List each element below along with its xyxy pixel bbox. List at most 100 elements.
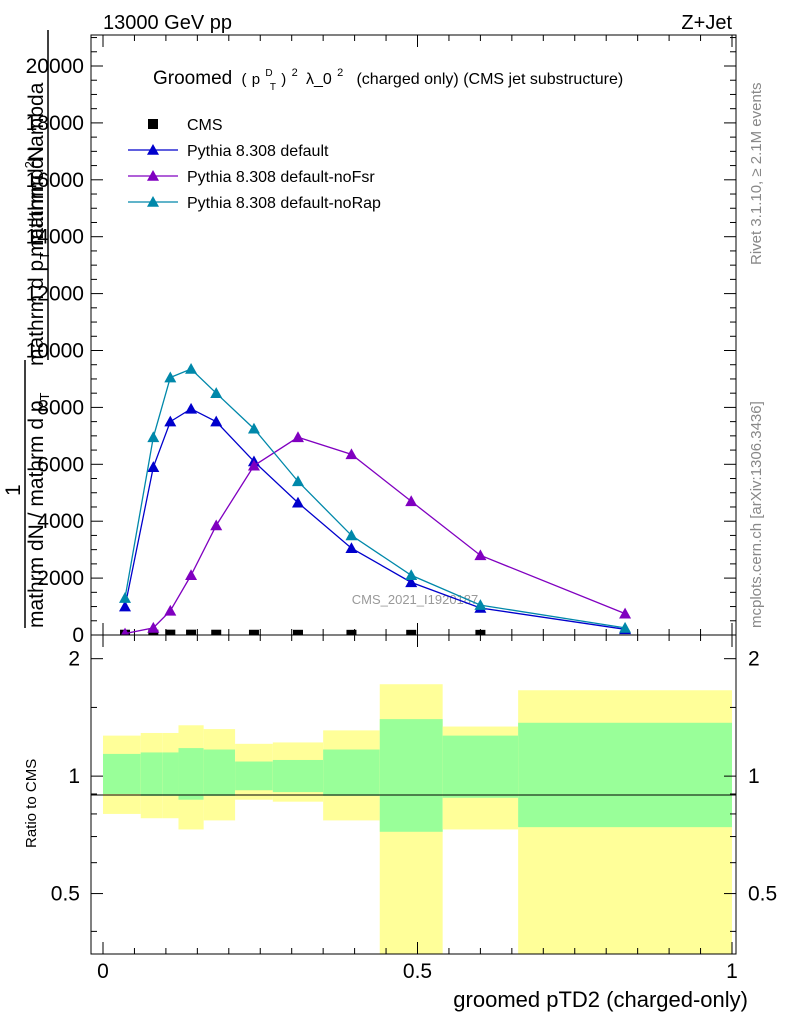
- legend-marker-noFsr: [147, 170, 159, 181]
- ratio-y-label: Ratio to CMS: [23, 759, 40, 848]
- marker-noFsr: [619, 607, 632, 619]
- legend-label-cms: CMS: [187, 117, 223, 134]
- band-inner: [235, 761, 273, 791]
- legend-label-noFsr: Pythia 8.308 default-noFsr: [187, 169, 375, 186]
- band-inner: [442, 735, 519, 798]
- ratio-panel: 0.5 0.51 12 2 0 0.5 1 Ratio to CMS groomed pT…: [23, 634, 777, 1012]
- band-inner: [162, 752, 179, 796]
- band-inner: [178, 748, 204, 800]
- marker-noFsr: [164, 604, 177, 616]
- marker-noRap: [119, 592, 132, 603]
- marker-noFsr: [147, 621, 160, 633]
- ratio-frame: [90, 634, 737, 955]
- marker-noFsr: [120, 627, 130, 635]
- band-inner: [203, 749, 236, 796]
- y-tick-label: 2000: [37, 567, 84, 590]
- marker-default: [119, 600, 132, 612]
- y-tick-label: 20000: [26, 55, 84, 78]
- title-sq2: 2: [337, 67, 343, 79]
- marker-cms: [346, 629, 357, 635]
- band-inner: [518, 722, 732, 828]
- marker-default: [164, 415, 177, 427]
- ylabel-line1: mathrm d2N: [22, 146, 48, 257]
- chart-title: Groomed ( p D T ) 2 λ_0 2 (charged only)…: [153, 60, 623, 95]
- title-sq: 2: [292, 67, 298, 79]
- y-tick-label: 14000: [26, 226, 84, 249]
- marker-noRap: [210, 387, 223, 398]
- band-inner: [323, 749, 380, 796]
- ratio-y-tick-label: 2: [68, 648, 80, 671]
- ylabel-line4: mathrm dN / mathrm d pT: [25, 392, 52, 628]
- marker-default: [210, 415, 223, 427]
- marker-noRap: [345, 529, 358, 541]
- x-tick-label: 0.5: [403, 960, 432, 983]
- title-paren-open: (: [241, 71, 246, 88]
- marker-noFsr: [210, 519, 223, 531]
- marker-noRap: [147, 431, 160, 443]
- y-tick-label: 6000: [37, 453, 84, 476]
- title-rest: λ_0: [306, 71, 332, 88]
- ratio-x-axis: 0 0.5 1: [97, 635, 738, 983]
- band-inner: [379, 719, 443, 832]
- legend-label-noRap: Pythia 8.308 default-noRap: [187, 195, 381, 212]
- legend-marker-noRap: [147, 196, 159, 207]
- title-sub-t: T: [270, 82, 276, 93]
- y-tick-label: 18000: [26, 112, 84, 135]
- header-right: Z+Jet: [681, 12, 732, 34]
- main-y-axis: 0 2000 4000 6000 8000 10000 12000 14000 16000 180…: [26, 37, 736, 647]
- ylabel-line3: 1: [2, 484, 25, 496]
- band-inner: [103, 753, 141, 794]
- ratio-y-tick-label-right: 1: [748, 765, 760, 788]
- marker-noRap: [291, 475, 304, 487]
- y-tick-label: 8000: [37, 396, 84, 419]
- y-tick-label: 16000: [26, 169, 84, 192]
- marker-cms: [211, 629, 222, 635]
- marker-cms: [248, 629, 259, 635]
- marker-noFsr: [185, 569, 198, 581]
- marker-default: [147, 461, 160, 472]
- marker-cms: [406, 629, 417, 635]
- y-tick-label: 0: [72, 624, 84, 647]
- title-suffix: (charged only) (CMS jet substructure): [356, 71, 623, 88]
- title-sup-d: D: [265, 68, 272, 79]
- marker-cms: [165, 629, 176, 635]
- marker-default: [291, 496, 304, 508]
- title-p: p: [252, 71, 260, 88]
- marker-noRap: [164, 371, 177, 383]
- legend-marker-default: [147, 144, 159, 155]
- header-left: 13000 GeV pp: [103, 12, 232, 34]
- marker-noRap: [474, 599, 487, 610]
- marker-default: [185, 402, 198, 414]
- band-inner: [140, 752, 163, 796]
- mcplots-label: mcplots.cern.ch [arXiv:1306.3436]: [748, 401, 765, 628]
- main-series: [119, 362, 632, 635]
- marker-default: [345, 542, 358, 554]
- band-inner: [272, 759, 324, 793]
- marker-cms: [292, 629, 303, 635]
- y-tick-label: 10000: [26, 340, 84, 363]
- marker-noRap: [247, 422, 260, 434]
- title-paren-close: ): [281, 71, 286, 88]
- ylabel-line2: mathrm d pT mathrm d lambda: [25, 82, 52, 366]
- legend: CMS Pythia 8.308 default Pythia 8.308 defa…: [128, 117, 381, 212]
- main-panel: 0 2000 4000 6000 8000 10000 12000 14000 16000 180…: [2, 30, 737, 647]
- legend-marker-cms: [148, 119, 158, 129]
- x-tick-label: 0: [97, 960, 109, 983]
- marker-noFsr: [247, 459, 260, 471]
- marker-cms: [475, 629, 486, 635]
- marker-cms: [186, 629, 197, 635]
- marker-noFsr: [345, 448, 358, 460]
- marker-default: [405, 576, 418, 588]
- marker-noRap: [185, 362, 198, 374]
- series-line-noRap: [124, 368, 626, 629]
- y-tick-label: 12000: [26, 283, 84, 306]
- marker-noRap: [405, 569, 418, 581]
- ratio-bands: [103, 684, 732, 954]
- marker-noFsr: [474, 549, 487, 561]
- y-tick-label: 4000: [37, 510, 84, 533]
- marker-noFsr: [291, 431, 304, 443]
- ratio-y-axis: 0.5 0.5 1 1 2 2: [51, 648, 777, 932]
- ratio-y-tick-label-right: 0.5: [748, 883, 777, 906]
- marker-noFsr: [405, 495, 418, 507]
